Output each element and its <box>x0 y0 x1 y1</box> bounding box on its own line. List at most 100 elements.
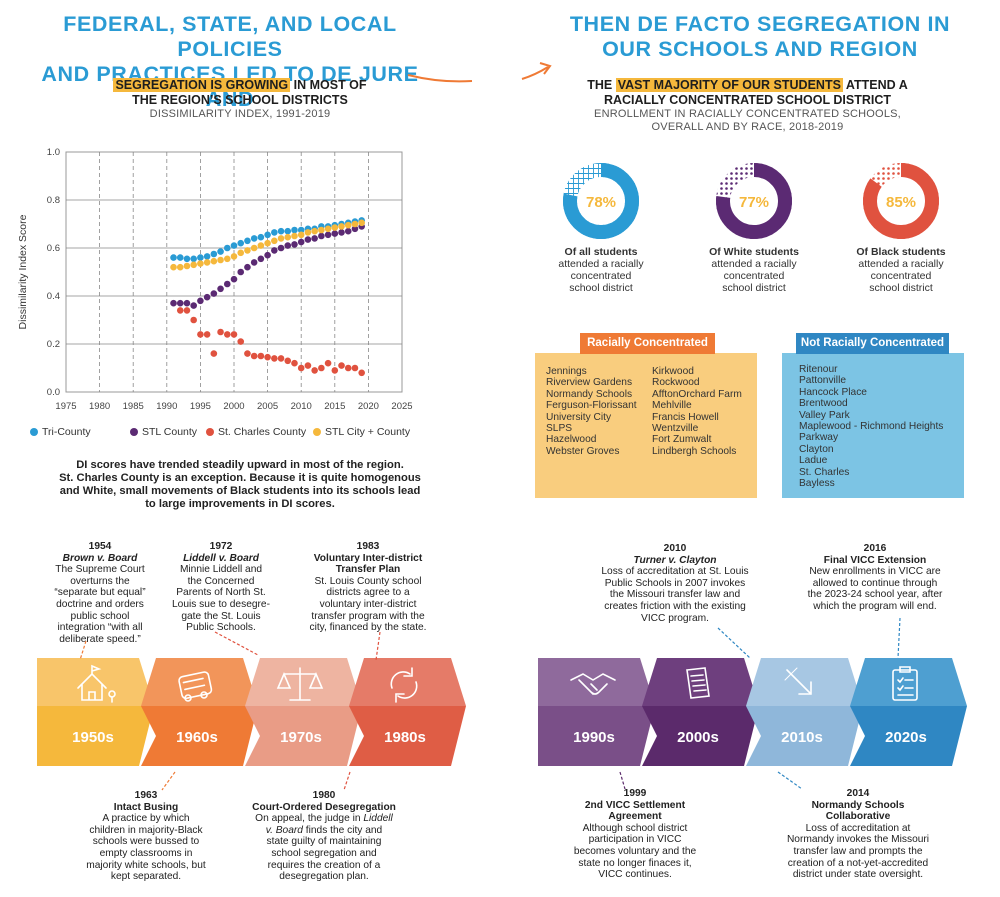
donut-label-text: concentrated <box>870 270 932 282</box>
event-body-line: gate the St. Louis <box>181 610 261 622</box>
event-1980: 1980 Court-Ordered Desegregation On appe… <box>244 790 404 883</box>
chart-caption: DI scores have trended steadily upward i… <box>20 459 460 511</box>
data-point <box>183 307 191 314</box>
data-point <box>277 227 285 235</box>
event-body-line: creates friction with the existing <box>604 600 746 612</box>
event-text: finds the city and <box>302 824 383 836</box>
donut-share <box>863 163 939 239</box>
data-point <box>284 227 292 235</box>
district-name: Clayton <box>799 443 834 455</box>
decade-band-top <box>141 658 258 706</box>
event-body-line: district under state oversight. <box>792 869 924 881</box>
data-point <box>223 331 231 338</box>
data-point <box>237 268 245 276</box>
legend-tri-county: Tri-County <box>30 426 91 438</box>
data-point <box>197 331 204 338</box>
data-point <box>297 238 305 246</box>
data-point <box>257 255 265 263</box>
data-point <box>324 231 332 239</box>
caption-line: DI scores have trended steadily upward i… <box>76 459 404 471</box>
data-point <box>244 263 251 271</box>
legend-dot <box>313 428 321 436</box>
data-point <box>351 220 359 228</box>
data-point <box>284 233 292 241</box>
event-body-line: Public Schools. <box>186 622 256 634</box>
data-point <box>264 231 271 239</box>
data-point <box>311 227 318 235</box>
district-name: Parkway <box>799 432 839 444</box>
data-point <box>331 224 339 231</box>
event-body-line: Loss of accreditation at <box>805 822 911 834</box>
event-text: On appeal, the judge in <box>255 813 364 825</box>
event-case-name: Liddell <box>363 813 393 825</box>
connector-1983 <box>375 631 381 661</box>
donut-1: 77% <box>714 161 794 241</box>
donut-chart: 77% <box>716 163 792 239</box>
concentrated-box <box>535 353 757 498</box>
y-tick-label: 0.8 <box>47 195 60 206</box>
data-point <box>338 223 345 230</box>
data-point <box>223 255 231 263</box>
data-point <box>304 362 312 369</box>
event-body: Minnie Liddell and the Concerned Parents o… <box>157 564 285 634</box>
data-point <box>217 248 224 255</box>
data-point <box>230 242 238 249</box>
district-name: Jennings <box>546 366 587 377</box>
data-point <box>331 230 339 237</box>
decade-label: 1980s <box>384 729 426 746</box>
district-name: Ladue <box>799 455 828 467</box>
data-point <box>203 293 211 301</box>
event-body-line: the 2023-24 school year, after <box>807 589 943 601</box>
concentrated-col1: Jennings Riverview Gardens Normandy School… <box>546 366 637 457</box>
y-axis-label: Dissimilarity Index Score <box>17 214 29 329</box>
event-2016: 2016 Final VICC Extension New enrollment… <box>785 543 965 613</box>
data-point <box>210 350 218 357</box>
decade-band-top <box>746 658 863 706</box>
event-body-line: the Missouri transfer law and <box>609 589 741 601</box>
event-body-line: districts agree to a <box>326 587 410 599</box>
event-body-line: On appeal, the judge in Liddell <box>244 813 404 825</box>
data-point <box>264 353 271 361</box>
event-title: Normandy Schools <box>811 799 905 811</box>
clipboard-icon <box>892 666 918 701</box>
x-tick-label: 1975 <box>55 401 76 412</box>
decade-2000s: 2000s <box>642 658 759 766</box>
event-body-line: desegregation plan. <box>279 871 369 883</box>
data-point <box>176 299 184 307</box>
connector-arrow-icon <box>407 62 552 83</box>
event-body-line: state no longer finaces it, <box>578 857 692 869</box>
data-point <box>331 367 339 374</box>
data-point <box>203 331 211 338</box>
data-point <box>197 260 204 267</box>
decade-band-bottom <box>850 706 967 766</box>
event-body-line: public school <box>70 610 130 622</box>
x-tick-label: 2000 <box>223 401 244 412</box>
decade-band-bottom <box>642 706 759 766</box>
event-year: 1980 <box>312 790 336 801</box>
series-st-charles-county <box>176 307 365 377</box>
bus-icon <box>178 671 213 702</box>
event-body-line: empty classrooms in <box>99 847 193 859</box>
district-name: Normandy Schools <box>546 388 633 400</box>
scales-icon <box>276 667 324 701</box>
decade-1980s: 1980s <box>349 658 466 766</box>
data-point <box>311 367 318 374</box>
district-name: Webster Groves <box>546 445 620 457</box>
connector-1972 <box>214 631 259 656</box>
data-point <box>197 254 204 261</box>
event-body-line: allowed to continue through <box>812 577 938 589</box>
data-point <box>210 250 218 258</box>
x-tick-label: 1985 <box>123 401 144 412</box>
event-body-line: Although school district <box>582 822 688 834</box>
event-year: 2010 <box>663 543 687 554</box>
data-point <box>284 242 292 249</box>
event-body: Loss of accreditation at St. Louis Public… <box>585 566 765 624</box>
district-name: Ritenour <box>799 364 838 375</box>
event-1983: 1983 Voluntary Inter-district Transfer P… <box>295 541 441 634</box>
legend-label: STL County <box>142 426 198 438</box>
decade-label: 1950s <box>72 729 114 746</box>
data-point <box>324 225 332 233</box>
event-body: New enrollments in VICC are allowed to co… <box>785 566 965 612</box>
event-body-line: Parents of North St. <box>176 587 266 599</box>
x-tick-label: 2025 <box>391 401 412 412</box>
